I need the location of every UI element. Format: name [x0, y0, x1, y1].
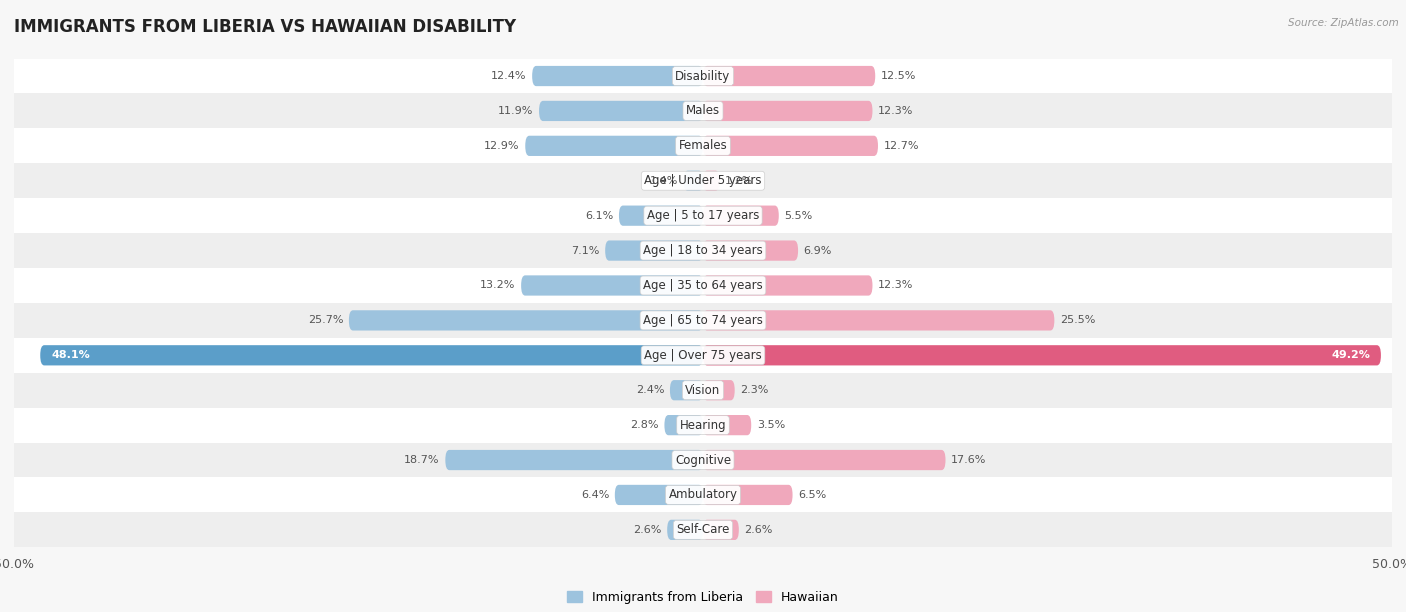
Text: Age | 35 to 64 years: Age | 35 to 64 years — [643, 279, 763, 292]
FancyBboxPatch shape — [703, 241, 799, 261]
FancyBboxPatch shape — [349, 310, 703, 330]
Text: Age | Over 75 years: Age | Over 75 years — [644, 349, 762, 362]
Text: 6.9%: 6.9% — [804, 245, 832, 256]
FancyBboxPatch shape — [703, 345, 1381, 365]
FancyBboxPatch shape — [703, 485, 793, 505]
Text: 12.3%: 12.3% — [877, 280, 914, 291]
Text: 17.6%: 17.6% — [950, 455, 987, 465]
FancyBboxPatch shape — [41, 345, 703, 365]
Text: 11.9%: 11.9% — [498, 106, 533, 116]
Text: Disability: Disability — [675, 70, 731, 83]
FancyBboxPatch shape — [538, 101, 703, 121]
Bar — [14, 338, 1392, 373]
Text: Hearing: Hearing — [679, 419, 727, 431]
Legend: Immigrants from Liberia, Hawaiian: Immigrants from Liberia, Hawaiian — [562, 586, 844, 609]
FancyBboxPatch shape — [703, 66, 875, 86]
FancyBboxPatch shape — [703, 520, 738, 540]
Text: 12.3%: 12.3% — [877, 106, 914, 116]
Text: Cognitive: Cognitive — [675, 453, 731, 466]
Text: Ambulatory: Ambulatory — [668, 488, 738, 501]
Text: 6.4%: 6.4% — [581, 490, 609, 500]
Text: Age | 65 to 74 years: Age | 65 to 74 years — [643, 314, 763, 327]
FancyBboxPatch shape — [446, 450, 703, 470]
Bar — [14, 94, 1392, 129]
Text: 12.5%: 12.5% — [880, 71, 917, 81]
Text: 49.2%: 49.2% — [1331, 350, 1369, 360]
FancyBboxPatch shape — [703, 450, 945, 470]
Text: 5.5%: 5.5% — [785, 211, 813, 221]
Text: Age | Under 5 years: Age | Under 5 years — [644, 174, 762, 187]
Text: 2.3%: 2.3% — [740, 385, 769, 395]
Bar — [14, 477, 1392, 512]
Text: 12.4%: 12.4% — [491, 71, 527, 81]
Text: 1.2%: 1.2% — [725, 176, 754, 186]
FancyBboxPatch shape — [703, 206, 779, 226]
FancyBboxPatch shape — [703, 101, 873, 121]
FancyBboxPatch shape — [683, 171, 703, 191]
Text: 6.5%: 6.5% — [799, 490, 827, 500]
Text: 25.5%: 25.5% — [1060, 315, 1095, 326]
FancyBboxPatch shape — [703, 275, 873, 296]
FancyBboxPatch shape — [703, 415, 751, 435]
Text: 12.7%: 12.7% — [883, 141, 920, 151]
FancyBboxPatch shape — [703, 171, 720, 191]
Text: 1.4%: 1.4% — [650, 176, 678, 186]
Text: 6.1%: 6.1% — [585, 211, 613, 221]
Text: IMMIGRANTS FROM LIBERIA VS HAWAIIAN DISABILITY: IMMIGRANTS FROM LIBERIA VS HAWAIIAN DISA… — [14, 18, 516, 36]
Text: 2.6%: 2.6% — [744, 525, 773, 535]
Bar — [14, 373, 1392, 408]
Bar — [14, 303, 1392, 338]
Text: 18.7%: 18.7% — [405, 455, 440, 465]
Text: 7.1%: 7.1% — [571, 245, 599, 256]
Text: 2.4%: 2.4% — [636, 385, 665, 395]
FancyBboxPatch shape — [668, 520, 703, 540]
Bar — [14, 233, 1392, 268]
Text: Age | 5 to 17 years: Age | 5 to 17 years — [647, 209, 759, 222]
Text: Vision: Vision — [685, 384, 721, 397]
Text: Self-Care: Self-Care — [676, 523, 730, 536]
FancyBboxPatch shape — [531, 66, 703, 86]
Text: 3.5%: 3.5% — [756, 420, 785, 430]
Text: 25.7%: 25.7% — [308, 315, 343, 326]
Bar — [14, 408, 1392, 442]
Bar — [14, 163, 1392, 198]
FancyBboxPatch shape — [703, 380, 735, 400]
FancyBboxPatch shape — [703, 310, 1054, 330]
FancyBboxPatch shape — [703, 136, 877, 156]
Text: 2.6%: 2.6% — [633, 525, 662, 535]
Text: 48.1%: 48.1% — [51, 350, 90, 360]
FancyBboxPatch shape — [605, 241, 703, 261]
Bar — [14, 59, 1392, 94]
Text: Age | 18 to 34 years: Age | 18 to 34 years — [643, 244, 763, 257]
Text: 13.2%: 13.2% — [481, 280, 516, 291]
Bar — [14, 442, 1392, 477]
FancyBboxPatch shape — [614, 485, 703, 505]
FancyBboxPatch shape — [669, 380, 703, 400]
FancyBboxPatch shape — [526, 136, 703, 156]
FancyBboxPatch shape — [619, 206, 703, 226]
Text: Females: Females — [679, 140, 727, 152]
Bar — [14, 268, 1392, 303]
Bar — [14, 512, 1392, 547]
FancyBboxPatch shape — [522, 275, 703, 296]
Bar — [14, 129, 1392, 163]
Text: Males: Males — [686, 105, 720, 118]
Text: 2.8%: 2.8% — [630, 420, 659, 430]
FancyBboxPatch shape — [665, 415, 703, 435]
Text: 12.9%: 12.9% — [484, 141, 520, 151]
Bar — [14, 198, 1392, 233]
Text: Source: ZipAtlas.com: Source: ZipAtlas.com — [1288, 18, 1399, 28]
